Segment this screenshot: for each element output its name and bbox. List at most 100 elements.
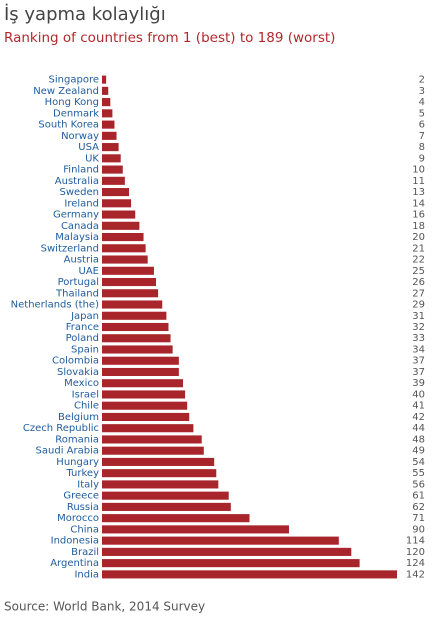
bar	[102, 570, 397, 579]
y-tick-label: Germany	[53, 210, 99, 221]
y-tick-label: China	[70, 524, 99, 535]
value-label: 56	[412, 479, 425, 490]
bar	[102, 559, 360, 568]
bar	[102, 188, 130, 197]
y-tick-label: Denmark	[53, 108, 99, 119]
bar	[102, 176, 125, 185]
y-tick-label: Italy	[77, 479, 99, 490]
bar	[102, 255, 148, 264]
value-label: 48	[412, 434, 425, 445]
value-label: 90	[412, 524, 425, 535]
bar	[102, 491, 229, 500]
y-tick-label: Sweden	[59, 187, 99, 198]
bar	[102, 131, 117, 140]
bar	[102, 154, 121, 163]
value-label: 22	[412, 255, 425, 266]
value-label: 32	[412, 322, 425, 333]
y-tick-label: Finland	[63, 165, 99, 176]
y-tick-label: Australia	[55, 176, 99, 187]
y-tick-label: Portugal	[58, 277, 99, 288]
bar	[102, 143, 119, 152]
y-tick-label: Russia	[67, 502, 99, 513]
y-tick-label: Morocco	[57, 513, 99, 524]
bar	[102, 120, 115, 129]
bar	[102, 289, 159, 298]
y-tick-label: South Korea	[38, 120, 99, 131]
bar	[102, 457, 215, 466]
y-tick-label: Mexico	[64, 378, 99, 389]
y-tick-label: Colombia	[52, 356, 99, 367]
y-tick-label: Spain	[71, 344, 99, 355]
bar	[102, 446, 204, 455]
y-tick-label: Singapore	[49, 75, 99, 86]
y-tick-label: Hong Kong	[45, 97, 99, 108]
bar	[102, 401, 188, 410]
value-label: 4	[419, 97, 425, 108]
y-tick-label: USA	[78, 142, 99, 153]
y-tick-label: Turkey	[65, 468, 99, 479]
value-label: 29	[412, 300, 425, 311]
bar	[102, 109, 113, 118]
bar	[102, 311, 167, 320]
bar	[102, 221, 140, 230]
y-tick-label: Canada	[61, 221, 99, 232]
value-label: 31	[412, 311, 425, 322]
value-label: 37	[412, 356, 425, 367]
y-tick-label: Slovakia	[57, 367, 99, 378]
chart-subtitle: Ranking of countries from 1 (best) to 18…	[4, 30, 335, 46]
value-label: 27	[412, 288, 425, 299]
bar	[102, 390, 186, 399]
y-tick-label: Netherlands (the)	[11, 300, 99, 311]
y-tick-label: Norway	[61, 131, 99, 142]
value-label: 11	[412, 176, 425, 187]
bar	[102, 536, 339, 545]
value-label: 42	[412, 412, 425, 423]
y-tick-label: UAE	[79, 266, 99, 277]
value-label: 37	[412, 367, 425, 378]
value-label: 62	[412, 502, 425, 513]
bar	[102, 514, 250, 523]
bar	[102, 424, 194, 433]
value-label: 3	[419, 86, 425, 97]
bar	[102, 322, 169, 332]
value-label: 49	[412, 446, 425, 457]
value-label: 142	[406, 569, 425, 580]
value-label: 7	[419, 131, 425, 142]
bar	[102, 367, 179, 377]
value-label: 34	[412, 344, 425, 355]
value-label: 39	[412, 378, 425, 389]
y-tick-label: Chile	[74, 401, 99, 412]
value-label: 26	[412, 277, 425, 288]
bar	[102, 277, 157, 287]
bar	[102, 98, 111, 107]
y-tick-label: New Zealand	[33, 86, 99, 97]
bar	[102, 356, 179, 365]
chart-title: İş yapma kolaylığı	[4, 4, 166, 25]
y-tick-label: Poland	[66, 333, 99, 344]
y-tick-label: Brazil	[71, 547, 99, 558]
bar	[102, 379, 184, 388]
bar	[102, 210, 136, 219]
bar	[102, 480, 219, 489]
value-label: 9	[419, 153, 425, 164]
value-label: 25	[412, 266, 425, 277]
y-tick-label: Belgium	[58, 412, 99, 423]
value-label: 18	[412, 221, 425, 232]
value-label: 33	[412, 333, 425, 344]
bar	[102, 86, 109, 95]
value-label: 120	[406, 547, 425, 558]
value-label: 6	[419, 120, 425, 131]
bar	[102, 502, 231, 511]
y-tick-label: France	[66, 322, 99, 333]
value-label: 21	[412, 243, 425, 254]
value-label: 55	[412, 468, 425, 479]
y-tick-label: India	[74, 569, 99, 580]
bar	[102, 547, 352, 556]
value-label: 124	[406, 558, 425, 569]
bar	[102, 199, 132, 208]
value-label: 20	[412, 232, 425, 243]
y-tick-label: Thailand	[55, 288, 99, 299]
value-label: 16	[412, 210, 425, 221]
source: Source: World Bank, 2014 Survey	[4, 600, 205, 614]
